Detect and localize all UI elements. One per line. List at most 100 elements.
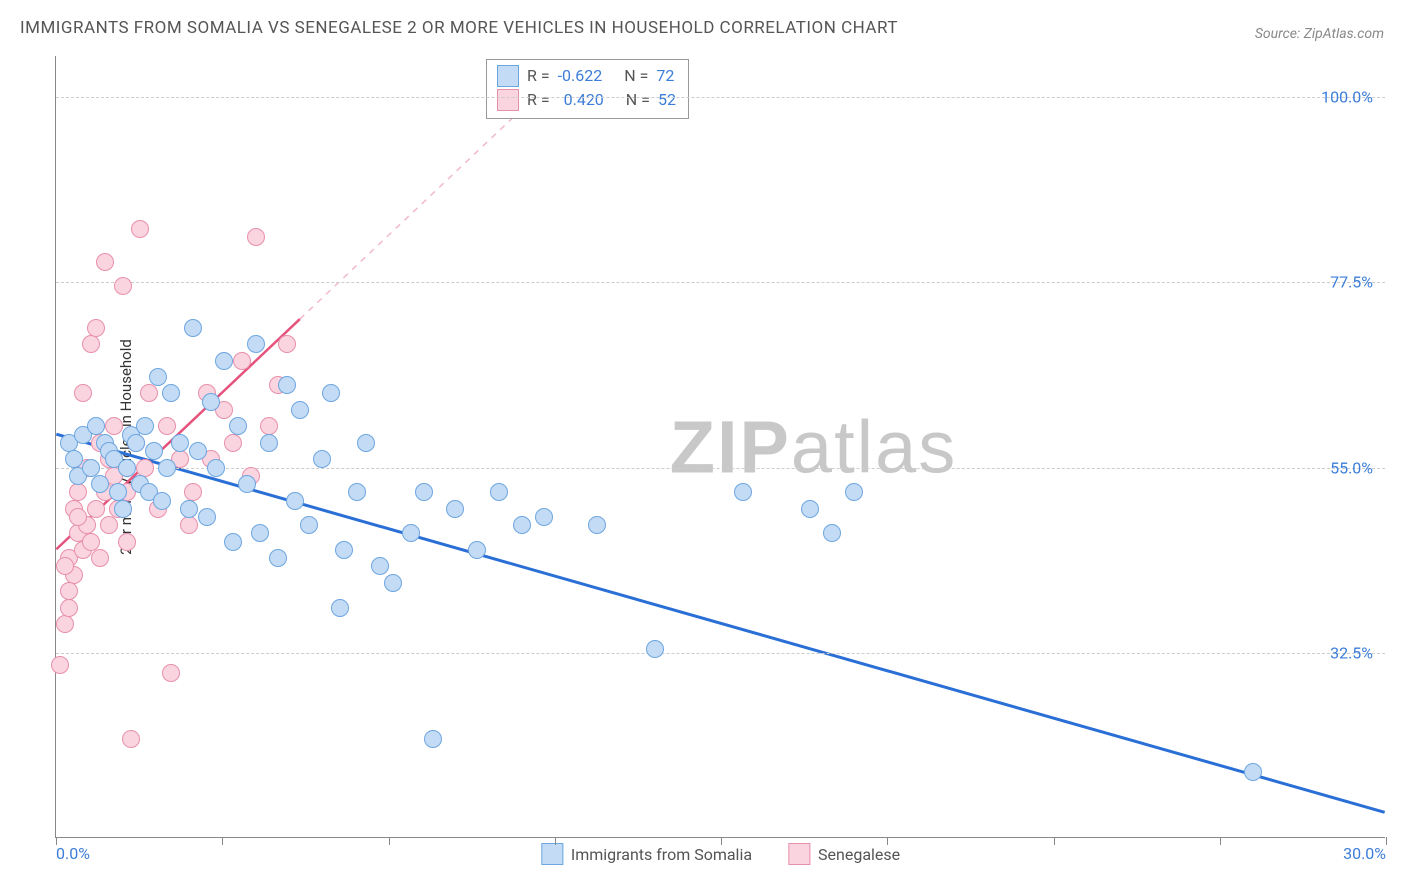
data-point — [65, 450, 83, 468]
legend-label-1: Senegalese — [818, 845, 900, 864]
data-point — [100, 516, 118, 534]
y-tick-label: 55.0% — [1330, 458, 1373, 477]
source-name: ZipAtlas.com — [1304, 26, 1384, 42]
data-point — [238, 475, 256, 493]
y-tick-label: 77.5% — [1330, 273, 1373, 292]
data-point — [1244, 763, 1262, 781]
n-value-0: 72 — [656, 64, 674, 88]
data-point — [384, 574, 402, 592]
data-point — [247, 335, 265, 353]
data-point — [207, 459, 225, 477]
data-point — [140, 384, 158, 402]
data-point — [446, 500, 464, 518]
source-label: Source: — [1255, 26, 1300, 42]
data-point — [87, 417, 105, 435]
gridline — [56, 97, 1385, 98]
data-point — [105, 417, 123, 435]
data-point — [136, 417, 154, 435]
data-point — [56, 557, 74, 575]
x-tick — [222, 837, 223, 845]
data-point — [224, 434, 242, 452]
swatch-icon — [541, 843, 563, 865]
x-tick — [389, 837, 390, 845]
data-point — [335, 541, 353, 559]
gridline — [56, 282, 1385, 283]
data-point — [158, 459, 176, 477]
data-point — [162, 384, 180, 402]
data-point — [122, 730, 140, 748]
data-point — [229, 417, 247, 435]
data-point — [823, 524, 841, 542]
x-tick — [1220, 837, 1221, 845]
data-point — [118, 533, 136, 551]
legend-row-series-0: R = -0.622 N = 72 — [497, 64, 676, 88]
data-point — [313, 450, 331, 468]
legend-row-series-1: R = 0.420 N = 52 — [497, 88, 676, 112]
legend-item-1: Senegalese — [788, 843, 900, 865]
correlation-legend: R = -0.622 N = 72 R = 0.420 N = 52 — [486, 59, 689, 119]
data-point — [114, 500, 132, 518]
data-point — [224, 533, 242, 551]
data-point — [180, 500, 198, 518]
data-point — [180, 516, 198, 534]
data-point — [278, 376, 296, 394]
data-point — [162, 664, 180, 682]
series-legend: Immigrants from Somalia Senegalese — [541, 843, 900, 865]
data-point — [96, 253, 114, 271]
n-label: N = — [624, 64, 648, 88]
data-point — [91, 549, 109, 567]
swatch-series-0 — [497, 65, 519, 87]
data-point — [82, 459, 100, 477]
data-point — [269, 549, 287, 567]
data-point — [588, 516, 606, 534]
data-point — [348, 483, 366, 501]
watermark-rest: atlas — [791, 405, 957, 488]
data-point — [60, 582, 78, 600]
data-point — [82, 533, 100, 551]
data-point — [184, 319, 202, 337]
data-point — [233, 352, 251, 370]
data-point — [171, 434, 189, 452]
swatch-series-1 — [497, 89, 519, 111]
data-point — [535, 508, 553, 526]
swatch-icon — [788, 843, 810, 865]
data-point — [291, 401, 309, 419]
x-tick — [887, 837, 888, 845]
x-tick-label: 0.0% — [56, 844, 90, 863]
legend-label-0: Immigrants from Somalia — [571, 845, 752, 864]
r-label: R = — [527, 64, 550, 88]
data-point — [87, 319, 105, 337]
data-point — [153, 492, 171, 510]
data-point — [646, 640, 664, 658]
data-point — [127, 434, 145, 452]
data-point — [189, 442, 207, 460]
data-point — [215, 352, 233, 370]
data-point — [300, 516, 318, 534]
data-point — [114, 277, 132, 295]
data-point — [56, 615, 74, 633]
data-point — [60, 599, 78, 617]
gridline — [56, 653, 1385, 654]
data-point — [82, 335, 100, 353]
n-label: N = — [626, 88, 650, 112]
data-point — [109, 483, 127, 501]
data-point — [184, 483, 202, 501]
data-point — [415, 483, 433, 501]
data-point — [424, 730, 442, 748]
data-point — [198, 508, 216, 526]
n-value-1: 52 — [658, 88, 676, 112]
data-point — [69, 483, 87, 501]
x-tick-label: 30.0% — [1343, 844, 1386, 863]
data-point — [513, 516, 531, 534]
data-point — [734, 483, 752, 501]
x-tick — [1054, 837, 1055, 845]
data-point — [260, 417, 278, 435]
data-point — [468, 541, 486, 559]
data-point — [402, 524, 420, 542]
data-point — [801, 500, 819, 518]
r-label: R = — [527, 88, 550, 112]
data-point — [286, 492, 304, 510]
data-point — [69, 508, 87, 526]
y-tick-label: 32.5% — [1330, 643, 1373, 662]
data-point — [118, 459, 136, 477]
